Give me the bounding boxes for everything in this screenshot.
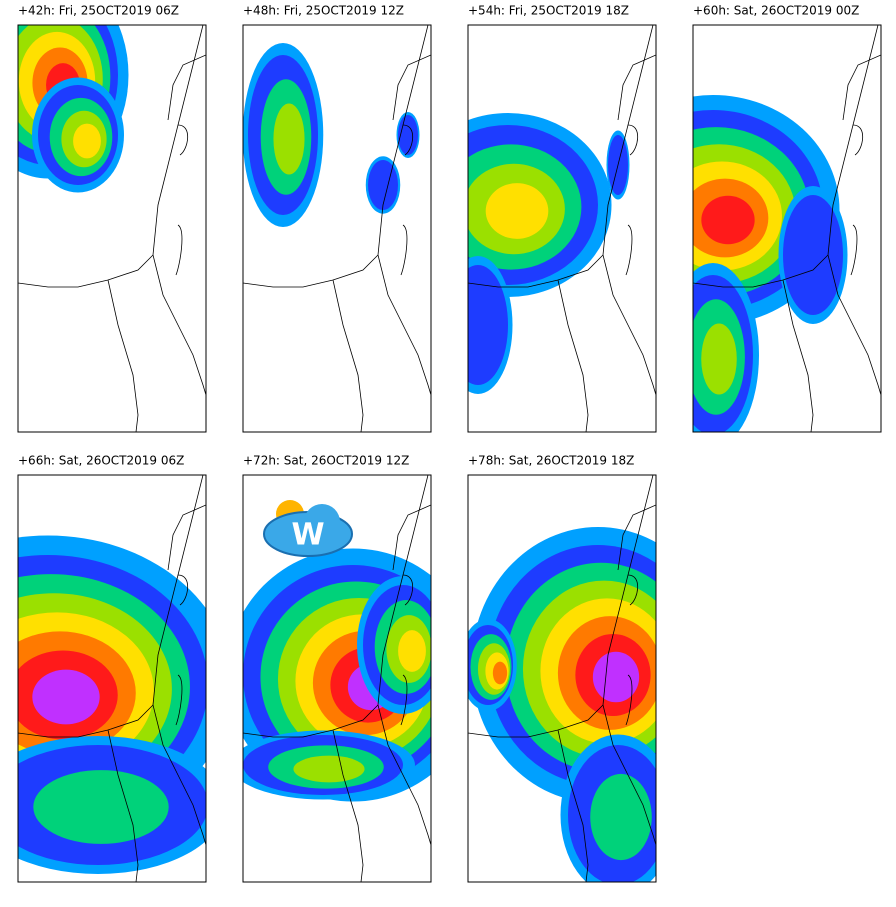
panel-title: +72h: Sat, 26OCT2019 12Z: [243, 454, 409, 468]
precip-band: [468, 265, 508, 385]
panel-title: +60h: Sat, 26OCT2019 00Z: [693, 4, 859, 18]
forecast-panel: +48h: Fri, 25OCT2019 12Z: [242, 4, 432, 433]
panel-border: [467, 24, 657, 433]
lake: [625, 574, 639, 726]
precip-band: [273, 103, 305, 175]
panel-content: [243, 475, 431, 882]
precip-band: [33, 770, 169, 844]
panel-title: +42h: Fri, 25OCT2019 06Z: [18, 4, 179, 18]
forecast-panel: +78h: Sat, 26OCT2019 18Z: [467, 454, 657, 883]
logo-cloud-puff: [304, 504, 340, 540]
precip-band: [293, 755, 365, 783]
precip-band: [701, 195, 755, 245]
forecast-panel: +42h: Fri, 25OCT2019 06Z: [17, 4, 207, 433]
forecast-panel: +72h: Sat, 26OCT2019 12Z: [242, 454, 432, 883]
panel-content: [243, 25, 431, 432]
panel-title: +48h: Fri, 25OCT2019 12Z: [243, 4, 404, 18]
coastline: [468, 475, 656, 882]
panel-border: [692, 24, 882, 433]
lake: [400, 574, 414, 726]
panel-border: [242, 24, 432, 433]
coastline: [243, 25, 431, 432]
coastline: [18, 25, 206, 432]
precip-band: [73, 123, 101, 159]
panel-border: [17, 474, 207, 883]
logo-letter: W: [291, 518, 324, 553]
precip-band: [783, 195, 843, 315]
panel-content: [468, 25, 656, 432]
panel-content: [693, 25, 881, 432]
panel-title: +78h: Sat, 26OCT2019 18Z: [468, 454, 634, 468]
precip-band: [398, 115, 418, 155]
panel-border: [242, 474, 432, 883]
panel-content: [18, 475, 206, 882]
precip-band: [485, 183, 549, 239]
precip-band: [701, 323, 737, 395]
lake: [850, 124, 864, 276]
precip-band: [590, 773, 652, 861]
panel-title: +66h: Sat, 26OCT2019 06Z: [18, 454, 184, 468]
precip-band: [368, 160, 398, 210]
lake: [175, 574, 189, 726]
precip-band: [398, 630, 426, 672]
panel-content: [468, 475, 656, 882]
coastline: [18, 475, 206, 882]
panel-border: [467, 474, 657, 883]
forecast-panel: +66h: Sat, 26OCT2019 06Z: [17, 454, 207, 883]
lake: [625, 124, 639, 276]
coastline: [468, 25, 656, 432]
panel-border: [17, 24, 207, 433]
panel-content: [18, 25, 206, 432]
lake: [175, 124, 189, 276]
precip-band: [592, 651, 640, 703]
coastline: [693, 25, 881, 432]
forecast-panel: +54h: Fri, 25OCT2019 18Z: [467, 4, 657, 433]
precip-band: [32, 669, 100, 725]
coastline: [243, 475, 431, 882]
panel-title: +54h: Fri, 25OCT2019 18Z: [468, 4, 629, 18]
logo: W: [263, 500, 353, 557]
forecast-panel: +60h: Sat, 26OCT2019 00Z: [692, 4, 882, 433]
precip-band: [492, 661, 508, 685]
lake: [400, 124, 414, 276]
